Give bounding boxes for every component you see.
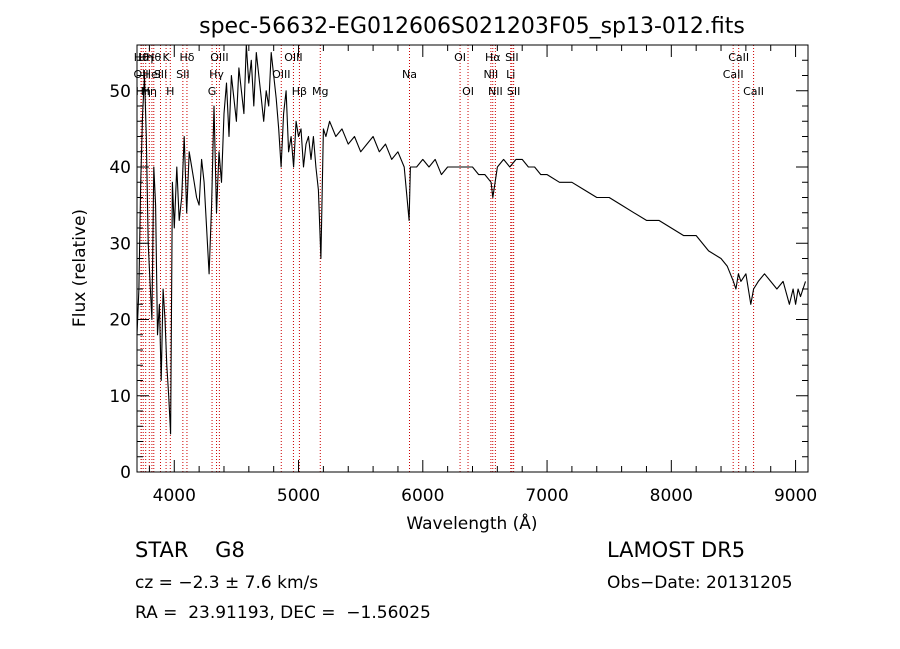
x-tick-label: 4000: [153, 486, 196, 506]
line-marker-label: CaII: [723, 68, 744, 81]
line-marker-label: K: [162, 51, 170, 64]
line-marker-label: OIII: [272, 68, 290, 81]
redshift-cz: cz = −2.3 ± 7.6 km/s: [135, 573, 319, 593]
line-marker-label: SII: [507, 85, 520, 98]
line-marker-label: HeI: [143, 68, 161, 81]
line-marker-label: SII: [505, 51, 518, 64]
object-class: STAR G8: [135, 538, 245, 562]
line-marker-label: Hθ: [146, 51, 161, 64]
line-marker-label: Hδ: [179, 51, 194, 64]
spectrum-line: [136, 44, 807, 435]
chart-title: spec-56632-EG012606S021203F05_sp13-012.f…: [199, 14, 745, 39]
line-marker-label: OIII: [210, 51, 228, 64]
line-marker-label: SII: [154, 68, 167, 81]
x-axis: 4000 5000 6000 7000 8000 9000: [148, 45, 817, 506]
line-marker-label: Li: [506, 68, 515, 81]
y-axis: 0 10 20 30 40 50: [109, 59, 808, 483]
ra-dec-coordinates: RA = 23.91193, DEC = −1.56025: [135, 603, 431, 623]
x-tick-label: 5000: [277, 486, 320, 506]
observation-date: Obs−Date: 20131205: [607, 573, 793, 593]
line-marker-label: Hγ: [209, 68, 224, 81]
line-marker-label: NII: [488, 85, 503, 98]
x-tick-label: 7000: [525, 486, 568, 506]
y-tick-label: 0: [120, 463, 131, 483]
emission-line-markers: [140, 45, 755, 472]
y-axis-label: Flux (relative): [70, 209, 90, 327]
y-tick-label: 20: [109, 311, 131, 331]
line-marker-label: G: [208, 85, 217, 98]
line-marker-label: Na: [402, 68, 417, 81]
line-marker-label: Hβ: [292, 85, 307, 98]
plot-frame: [136, 44, 809, 473]
spectrum-series: [136, 44, 807, 435]
line-marker-label: H: [166, 85, 174, 98]
line-marker-label: CaII: [728, 51, 749, 64]
y-tick-label: 40: [109, 158, 131, 178]
line-marker-label: OI: [454, 51, 466, 64]
x-tick-label: 6000: [401, 486, 444, 506]
y-tick-label: 50: [109, 82, 131, 102]
line-marker-label: Hα: [485, 51, 501, 64]
line-marker-label: Mg: [312, 85, 328, 98]
survey-name: LAMOST DR5: [607, 538, 746, 562]
line-marker-label: OIII: [284, 51, 302, 64]
x-tick-label: 8000: [650, 486, 693, 506]
line-marker-label: SII: [176, 68, 189, 81]
line-marker-label: NII: [484, 68, 499, 81]
x-tick-label: 9000: [774, 486, 817, 506]
emission-line-labels: OIIHθHηHηHηHeIHθSIIKHSIIHδGHγOIIIOIIIOII…: [134, 51, 765, 98]
y-tick-label: 10: [109, 387, 131, 407]
y-tick-label: 30: [109, 234, 131, 254]
line-marker-label: CaII: [743, 85, 764, 98]
line-marker-label: OI: [462, 85, 474, 98]
x-axis-label: Wavelength (Å): [406, 512, 537, 534]
